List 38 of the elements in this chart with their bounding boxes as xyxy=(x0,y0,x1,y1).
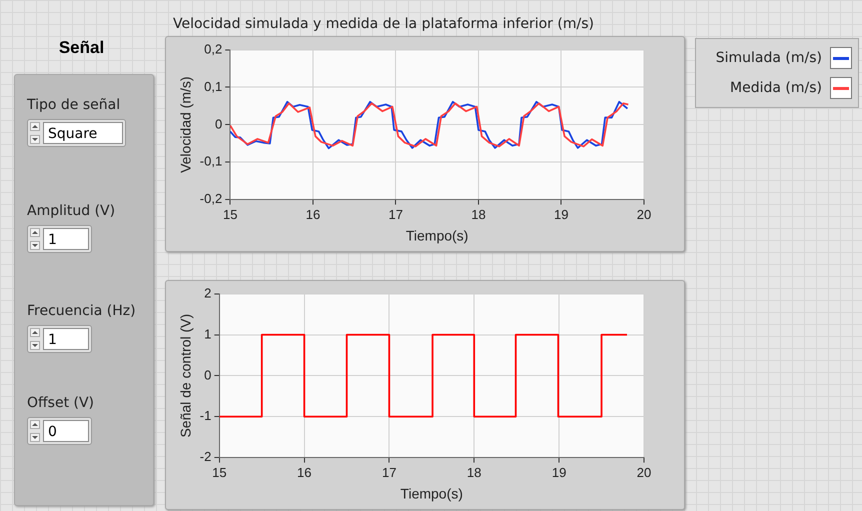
x-tick-label: 15 xyxy=(222,206,238,222)
x-tick-label: 18 xyxy=(466,464,482,480)
y-tick-label: -0,1 xyxy=(200,154,222,169)
x-tick-label: 17 xyxy=(388,206,403,222)
x-tick-label: 20 xyxy=(636,206,652,222)
x-tick-label: 20 xyxy=(636,464,652,480)
x-axis-title: Tiempo(s) xyxy=(400,485,463,502)
y-tick-label: 0,2 xyxy=(204,41,222,56)
y-tick-label: 0,1 xyxy=(204,78,222,94)
number-field: 0 xyxy=(27,417,92,445)
number-field: 1 xyxy=(27,325,92,353)
number-field: 1 xyxy=(27,225,92,253)
y-tick-label: 0 xyxy=(214,116,222,132)
y-tick-label: 0 xyxy=(204,367,212,382)
x-tick-label: 19 xyxy=(554,206,568,222)
text: Tipo de señal xyxy=(27,97,120,113)
y-tick-label: 2 xyxy=(204,285,212,300)
y-tick-label: -0,2 xyxy=(200,191,222,206)
x-tick-label: 15 xyxy=(212,464,227,480)
x-tick-label: 16 xyxy=(297,464,312,480)
text: Offset (V) xyxy=(27,395,94,411)
legend-label: Medida (m/s) xyxy=(730,80,822,96)
y-tick-label: 1 xyxy=(204,326,212,342)
y-axis-title: Señal de control (V) xyxy=(177,314,194,438)
y-tick-label: -1 xyxy=(200,408,212,424)
x-tick-label: 18 xyxy=(471,206,486,222)
x-tick-label: 16 xyxy=(306,206,320,222)
number-field: Square xyxy=(27,119,126,147)
text: Señal xyxy=(58,38,106,58)
legend-label: Simulada (m/s) xyxy=(716,50,822,66)
y-tick-label: -2 xyxy=(200,449,212,464)
x-axis-title: Tiempo(s) xyxy=(406,227,468,244)
y-axis-title: Velocidad (m/s) xyxy=(177,76,194,173)
x-tick-label: 19 xyxy=(552,464,566,480)
text: Frecuencia (Hz) xyxy=(27,303,136,319)
x-tick-label: 17 xyxy=(382,464,396,480)
chart-title: Velocidad simulada y medida de la plataforma inferior (m/s) xyxy=(173,16,594,32)
text: Amplitud (V) xyxy=(27,203,116,219)
